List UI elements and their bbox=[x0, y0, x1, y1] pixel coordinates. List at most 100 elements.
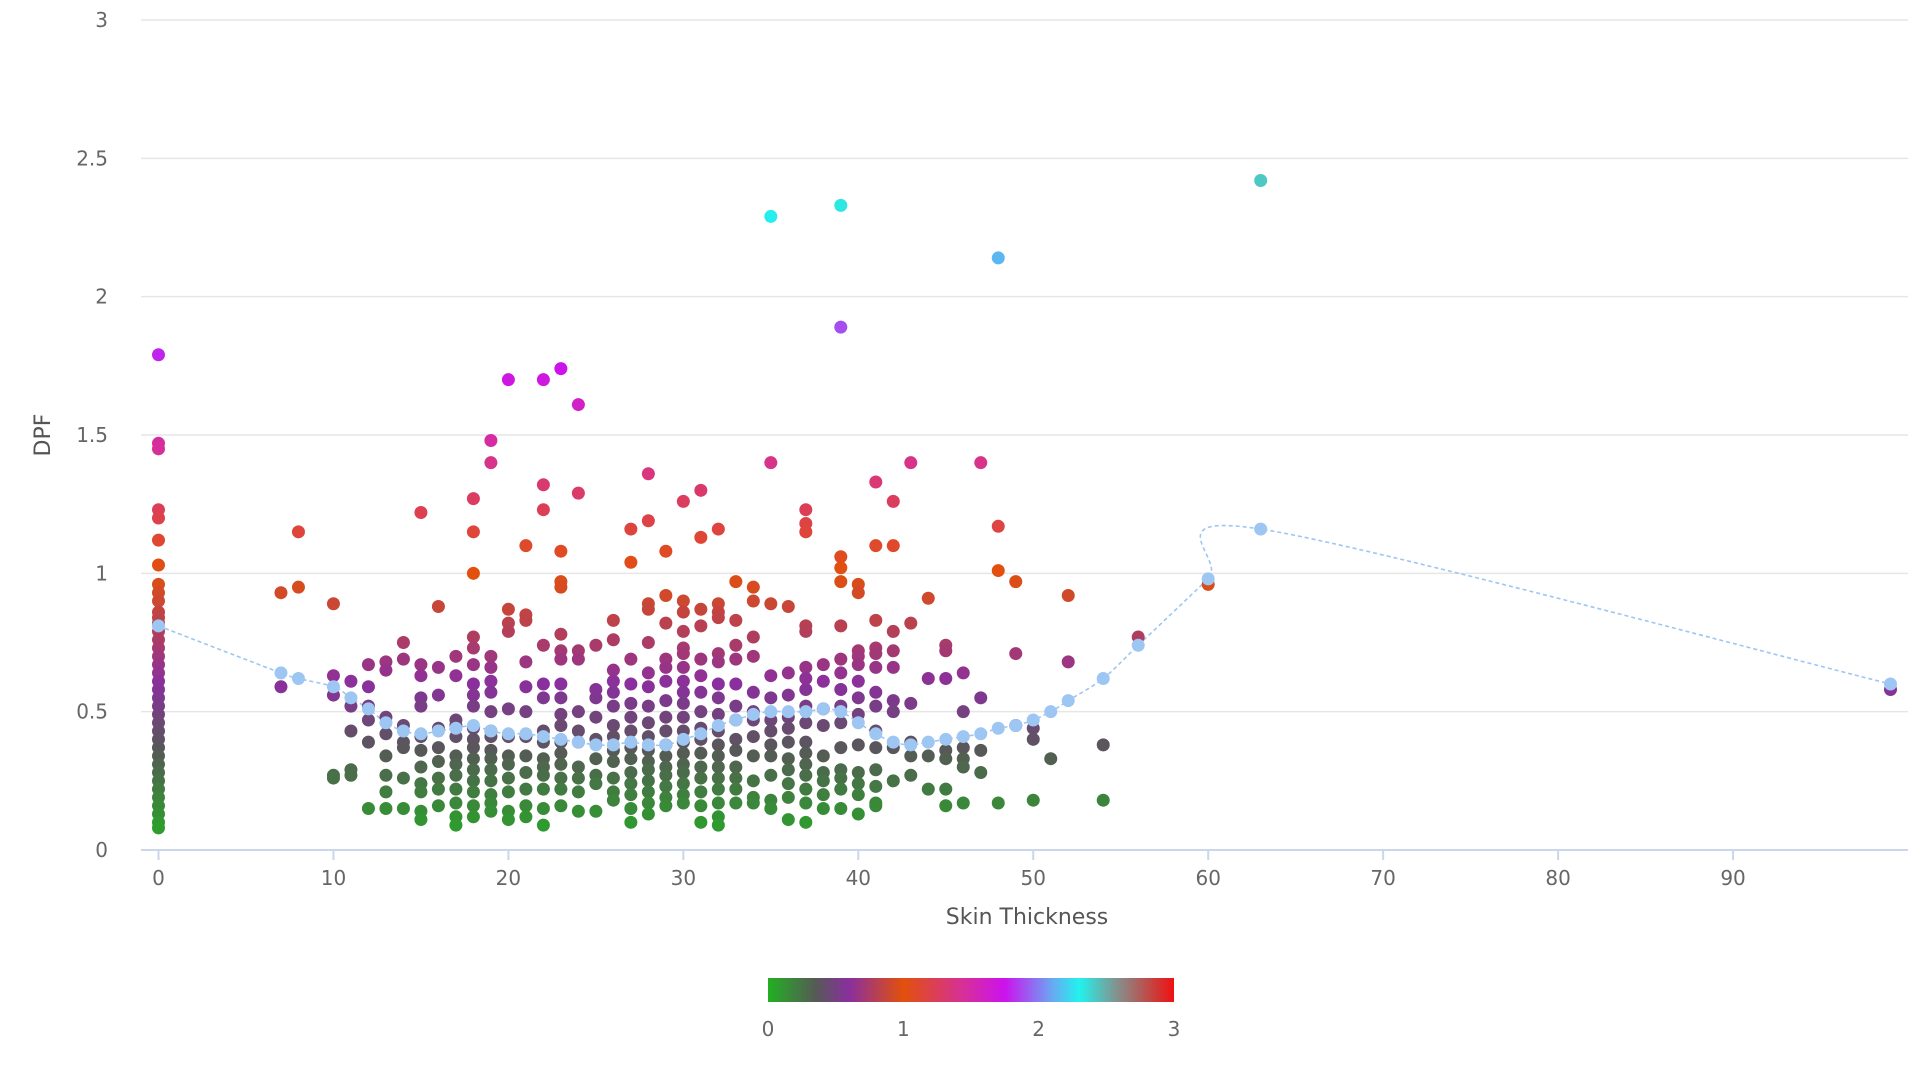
scatter-point bbox=[466, 810, 480, 824]
scatter-point bbox=[939, 799, 953, 813]
scatter-point bbox=[834, 198, 848, 212]
scatter-point bbox=[676, 624, 690, 638]
scatter-point bbox=[449, 768, 463, 782]
scatter-point bbox=[466, 774, 480, 788]
scatter-point bbox=[501, 757, 515, 771]
y-tick-label: 3 bbox=[95, 8, 108, 32]
trend-point bbox=[1044, 705, 1058, 719]
scatter-point bbox=[449, 649, 463, 663]
scatter-point bbox=[379, 663, 393, 677]
scatter-point bbox=[641, 699, 655, 713]
trend-point bbox=[519, 727, 533, 741]
scatter-point bbox=[396, 636, 410, 649]
trend-point bbox=[886, 735, 900, 749]
scatter-points bbox=[151, 173, 1898, 835]
scatter-point bbox=[151, 594, 165, 608]
scatter-point bbox=[484, 804, 498, 818]
scatter-point bbox=[676, 710, 690, 724]
scatter-point bbox=[746, 685, 760, 699]
trend-point bbox=[414, 727, 428, 741]
trend-point bbox=[676, 732, 690, 746]
scatter-point bbox=[729, 732, 743, 746]
scatter-point bbox=[1009, 647, 1023, 661]
scatter-point bbox=[536, 638, 550, 652]
scatter-point bbox=[711, 655, 725, 669]
scatter-point bbox=[711, 707, 725, 721]
scatter-point bbox=[799, 796, 813, 810]
scatter-point bbox=[956, 760, 970, 774]
scatter-point bbox=[694, 705, 708, 719]
scatter-point bbox=[746, 649, 760, 663]
scatter-point bbox=[624, 652, 638, 666]
color-legend-tick-label: 2 bbox=[1032, 1017, 1045, 1041]
scatter-point bbox=[379, 768, 393, 782]
scatter-point bbox=[554, 677, 568, 691]
scatter-point bbox=[659, 768, 673, 782]
scatter-point bbox=[466, 799, 480, 813]
scatter-point bbox=[536, 503, 550, 517]
scatter-point bbox=[939, 644, 953, 658]
trend-point bbox=[396, 724, 410, 738]
scatter-point bbox=[781, 735, 795, 749]
scatter-point bbox=[361, 713, 375, 727]
scatter-point bbox=[641, 636, 655, 649]
trend-point bbox=[291, 671, 305, 685]
scatter-point bbox=[589, 777, 603, 791]
scatter-point bbox=[606, 793, 620, 807]
scatter-point bbox=[641, 807, 655, 821]
trend-point bbox=[641, 738, 655, 752]
scatter-point bbox=[991, 519, 1005, 533]
scatter-point bbox=[484, 660, 498, 674]
scatter-point bbox=[536, 782, 550, 796]
scatter-point bbox=[519, 705, 533, 719]
scatter-point bbox=[396, 771, 410, 785]
scatter-point bbox=[659, 724, 673, 738]
scatter-point bbox=[659, 616, 673, 630]
color-legend-ticks: 0 1 2 3 bbox=[762, 1017, 1181, 1041]
scatter-point bbox=[624, 815, 638, 829]
scatter-point bbox=[571, 771, 585, 785]
scatter-point bbox=[764, 456, 778, 470]
scatter-point bbox=[816, 802, 830, 815]
scatter-point bbox=[606, 719, 620, 732]
y-tick-label: 1 bbox=[95, 561, 108, 585]
scatter-point bbox=[834, 619, 848, 633]
scatter-point bbox=[694, 771, 708, 785]
scatter-point bbox=[326, 597, 340, 611]
scatter-point bbox=[554, 707, 568, 721]
scatter-point bbox=[554, 580, 568, 594]
scatter-point bbox=[974, 691, 988, 705]
scatter-point bbox=[834, 741, 848, 755]
scatter-point bbox=[991, 251, 1005, 265]
scatter-point bbox=[606, 771, 620, 785]
scatter-point bbox=[484, 705, 498, 719]
x-tick-label: 0 bbox=[152, 866, 165, 890]
scatter-point bbox=[659, 544, 673, 558]
scatter-point bbox=[344, 768, 358, 782]
scatter-point bbox=[694, 602, 708, 616]
scatter-point bbox=[449, 782, 463, 796]
scatter-point bbox=[291, 525, 305, 539]
scatter-point bbox=[834, 320, 848, 334]
scatter-point bbox=[746, 580, 760, 594]
scatter-point bbox=[869, 685, 883, 699]
scatter-point bbox=[589, 691, 603, 705]
scatter-point bbox=[974, 456, 988, 470]
scatter-point bbox=[519, 613, 533, 627]
scatter-point bbox=[764, 597, 778, 611]
trend-point bbox=[379, 716, 393, 730]
trend-point bbox=[1009, 719, 1023, 732]
scatter-point bbox=[431, 782, 445, 796]
scatter-point bbox=[764, 749, 778, 763]
scatter-point bbox=[641, 602, 655, 616]
scatter-point bbox=[869, 799, 883, 813]
trend-point bbox=[466, 719, 480, 732]
trend-point bbox=[694, 727, 708, 741]
scatter-point bbox=[781, 777, 795, 791]
scatter-point bbox=[816, 658, 830, 672]
scatter-point bbox=[519, 539, 533, 553]
scatter-point bbox=[834, 575, 848, 589]
scatter-point bbox=[1026, 793, 1040, 807]
trend-point bbox=[554, 732, 568, 746]
scatter-point bbox=[571, 724, 585, 738]
